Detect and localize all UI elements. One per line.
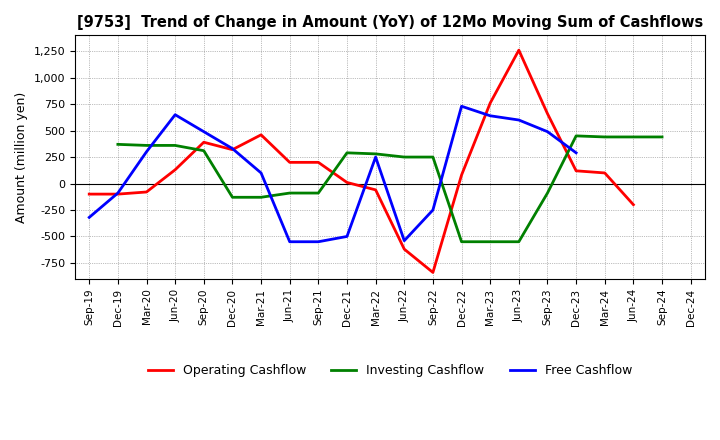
- Investing Cashflow: [400, 154, 408, 160]
- Investing Cashflow: [114, 142, 122, 147]
- Legend: Operating Cashflow, Investing Cashflow, Free Cashflow: Operating Cashflow, Investing Cashflow, …: [143, 359, 637, 382]
- Free Cashflow: [515, 117, 523, 123]
- Investing Cashflow: [428, 154, 437, 160]
- Free Cashflow: [314, 239, 323, 244]
- Investing Cashflow: [600, 134, 609, 139]
- Investing Cashflow: [572, 133, 580, 139]
- Line: Investing Cashflow: Investing Cashflow: [118, 136, 662, 242]
- Investing Cashflow: [228, 194, 237, 200]
- Free Cashflow: [372, 154, 380, 160]
- Operating Cashflow: [486, 100, 495, 106]
- Investing Cashflow: [515, 239, 523, 244]
- Operating Cashflow: [85, 191, 94, 197]
- Free Cashflow: [199, 129, 208, 134]
- Free Cashflow: [114, 191, 122, 196]
- Investing Cashflow: [486, 239, 495, 244]
- Operating Cashflow: [285, 160, 294, 165]
- Operating Cashflow: [572, 168, 580, 173]
- Investing Cashflow: [314, 191, 323, 196]
- Investing Cashflow: [142, 143, 150, 148]
- Operating Cashflow: [199, 139, 208, 145]
- Operating Cashflow: [428, 270, 437, 275]
- Operating Cashflow: [372, 187, 380, 193]
- Free Cashflow: [142, 149, 150, 154]
- Free Cashflow: [486, 113, 495, 118]
- Free Cashflow: [572, 150, 580, 155]
- Free Cashflow: [285, 239, 294, 244]
- Operating Cashflow: [629, 202, 638, 207]
- Investing Cashflow: [372, 151, 380, 157]
- Investing Cashflow: [171, 143, 179, 148]
- Operating Cashflow: [171, 167, 179, 172]
- Free Cashflow: [85, 215, 94, 220]
- Free Cashflow: [343, 234, 351, 239]
- Free Cashflow: [457, 103, 466, 109]
- Free Cashflow: [543, 129, 552, 134]
- Free Cashflow: [428, 207, 437, 213]
- Operating Cashflow: [343, 180, 351, 185]
- Free Cashflow: [171, 112, 179, 117]
- Y-axis label: Amount (million yen): Amount (million yen): [15, 92, 28, 223]
- Operating Cashflow: [543, 111, 552, 116]
- Investing Cashflow: [199, 148, 208, 154]
- Operating Cashflow: [457, 172, 466, 178]
- Operating Cashflow: [257, 132, 266, 137]
- Operating Cashflow: [228, 147, 237, 152]
- Free Cashflow: [257, 170, 266, 176]
- Operating Cashflow: [600, 170, 609, 176]
- Line: Operating Cashflow: Operating Cashflow: [89, 50, 634, 272]
- Investing Cashflow: [657, 134, 666, 139]
- Free Cashflow: [228, 146, 237, 151]
- Free Cashflow: [400, 238, 408, 243]
- Operating Cashflow: [114, 191, 122, 197]
- Investing Cashflow: [629, 134, 638, 139]
- Line: Free Cashflow: Free Cashflow: [89, 106, 576, 242]
- Operating Cashflow: [515, 48, 523, 53]
- Investing Cashflow: [457, 239, 466, 244]
- Operating Cashflow: [314, 160, 323, 165]
- Investing Cashflow: [257, 194, 266, 200]
- Operating Cashflow: [400, 246, 408, 252]
- Operating Cashflow: [142, 189, 150, 194]
- Investing Cashflow: [343, 150, 351, 155]
- Investing Cashflow: [543, 191, 552, 196]
- Title: [9753]  Trend of Change in Amount (YoY) of 12Mo Moving Sum of Cashflows: [9753] Trend of Change in Amount (YoY) o…: [77, 15, 703, 30]
- Investing Cashflow: [285, 191, 294, 196]
